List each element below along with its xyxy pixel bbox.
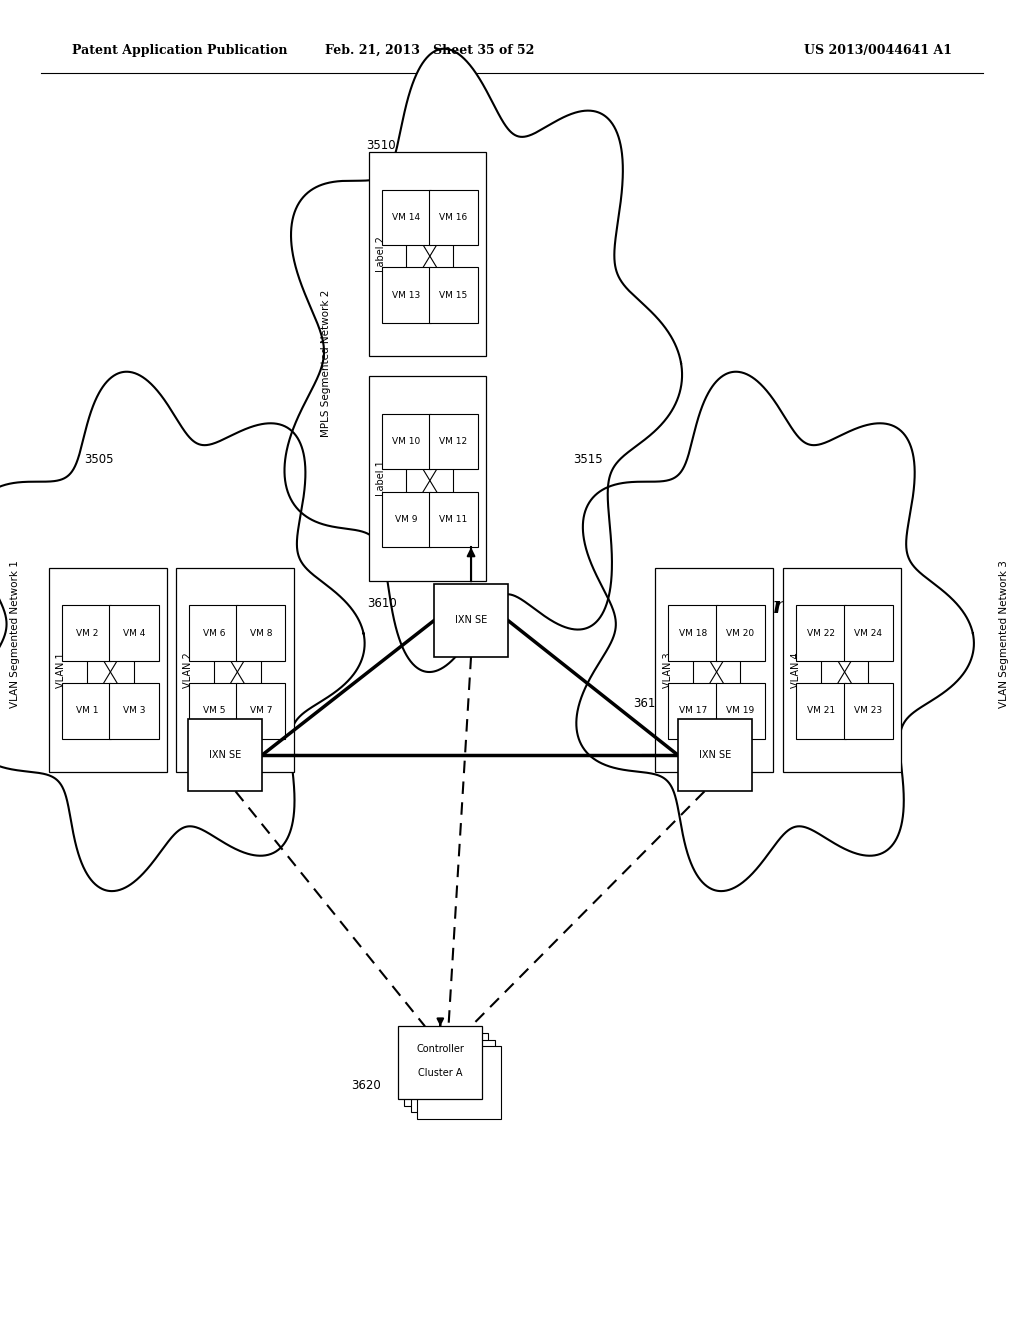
Text: VM 7: VM 7 xyxy=(250,706,272,715)
FancyBboxPatch shape xyxy=(382,190,431,246)
Text: Cluster A: Cluster A xyxy=(418,1068,463,1078)
FancyBboxPatch shape xyxy=(716,684,765,739)
Text: IXN SE: IXN SE xyxy=(209,750,242,760)
Text: IXN SE: IXN SE xyxy=(698,750,731,760)
Text: VM 6: VM 6 xyxy=(203,628,225,638)
Text: VLAN 3: VLAN 3 xyxy=(663,652,673,688)
FancyBboxPatch shape xyxy=(369,152,486,356)
FancyBboxPatch shape xyxy=(369,376,486,581)
Text: VLAN 4: VLAN 4 xyxy=(791,652,801,688)
Text: VM 1: VM 1 xyxy=(76,706,98,715)
FancyBboxPatch shape xyxy=(62,606,112,661)
Text: Patent Application Publication: Patent Application Publication xyxy=(72,44,287,57)
FancyBboxPatch shape xyxy=(655,568,773,772)
Text: 3615: 3615 xyxy=(633,697,664,710)
FancyBboxPatch shape xyxy=(678,718,752,792)
FancyBboxPatch shape xyxy=(429,414,478,470)
Text: Label 2: Label 2 xyxy=(376,236,386,272)
Text: VM 22: VM 22 xyxy=(807,628,835,638)
Text: VM 19: VM 19 xyxy=(726,706,755,715)
Text: VM 9: VM 9 xyxy=(395,515,418,524)
Text: VM 3: VM 3 xyxy=(123,706,145,715)
Text: 3505: 3505 xyxy=(84,453,114,466)
Text: IXN SE: IXN SE xyxy=(455,615,487,626)
FancyBboxPatch shape xyxy=(398,1027,482,1098)
Text: VM 16: VM 16 xyxy=(439,213,468,222)
Text: VM 18: VM 18 xyxy=(679,628,708,638)
Text: VLAN 2: VLAN 2 xyxy=(183,652,194,688)
FancyBboxPatch shape xyxy=(844,606,893,661)
Text: MPLS Segmented Network 2: MPLS Segmented Network 2 xyxy=(321,289,331,437)
Text: 3515: 3515 xyxy=(573,453,603,466)
Text: VLAN 1: VLAN 1 xyxy=(56,652,67,688)
FancyBboxPatch shape xyxy=(237,684,286,739)
Text: VM 2: VM 2 xyxy=(76,628,98,638)
Text: Controller: Controller xyxy=(417,1044,464,1055)
FancyBboxPatch shape xyxy=(382,267,431,323)
FancyBboxPatch shape xyxy=(411,1040,495,1111)
FancyBboxPatch shape xyxy=(404,1032,488,1106)
FancyBboxPatch shape xyxy=(110,606,159,661)
Polygon shape xyxy=(577,372,974,891)
Text: VM 4: VM 4 xyxy=(123,628,145,638)
FancyBboxPatch shape xyxy=(110,684,159,739)
Text: Feb. 21, 2013   Sheet 35 of 52: Feb. 21, 2013 Sheet 35 of 52 xyxy=(326,44,535,57)
Text: 3620: 3620 xyxy=(351,1078,381,1092)
Text: VM 23: VM 23 xyxy=(854,706,883,715)
Text: VM 13: VM 13 xyxy=(392,290,421,300)
FancyBboxPatch shape xyxy=(176,568,294,772)
Text: VM 20: VM 20 xyxy=(726,628,755,638)
FancyBboxPatch shape xyxy=(669,606,718,661)
Text: VM 14: VM 14 xyxy=(392,213,421,222)
FancyBboxPatch shape xyxy=(188,718,262,792)
Text: 3605: 3605 xyxy=(185,697,214,710)
FancyBboxPatch shape xyxy=(382,414,431,470)
FancyBboxPatch shape xyxy=(797,606,846,661)
Text: VM 24: VM 24 xyxy=(854,628,882,638)
Text: Label 1: Label 1 xyxy=(376,461,386,496)
Polygon shape xyxy=(0,372,365,891)
FancyBboxPatch shape xyxy=(237,606,286,661)
FancyBboxPatch shape xyxy=(382,491,431,546)
FancyBboxPatch shape xyxy=(49,568,167,772)
FancyBboxPatch shape xyxy=(429,190,478,246)
FancyBboxPatch shape xyxy=(62,684,112,739)
Polygon shape xyxy=(285,49,682,672)
FancyBboxPatch shape xyxy=(417,1045,501,1118)
Text: 3610: 3610 xyxy=(368,597,397,610)
Text: VM 11: VM 11 xyxy=(439,515,468,524)
Text: VM 5: VM 5 xyxy=(203,706,225,715)
Text: VM 21: VM 21 xyxy=(807,706,836,715)
FancyBboxPatch shape xyxy=(429,267,478,323)
FancyBboxPatch shape xyxy=(716,606,765,661)
FancyBboxPatch shape xyxy=(844,684,893,739)
Text: VM 17: VM 17 xyxy=(679,706,708,715)
FancyBboxPatch shape xyxy=(797,684,846,739)
Text: VLAN Segmented Network 1: VLAN Segmented Network 1 xyxy=(10,560,20,708)
FancyBboxPatch shape xyxy=(189,684,239,739)
Text: VLAN Segmented Network 3: VLAN Segmented Network 3 xyxy=(998,560,1009,708)
FancyBboxPatch shape xyxy=(669,684,718,739)
Text: US 2013/0044641 A1: US 2013/0044641 A1 xyxy=(804,44,952,57)
FancyBboxPatch shape xyxy=(189,606,239,661)
FancyBboxPatch shape xyxy=(783,568,901,772)
Text: 3510: 3510 xyxy=(367,139,396,152)
Text: VM 8: VM 8 xyxy=(250,628,272,638)
Text: VM 10: VM 10 xyxy=(392,437,421,446)
FancyBboxPatch shape xyxy=(429,491,478,546)
FancyBboxPatch shape xyxy=(434,583,508,656)
Text: VM 12: VM 12 xyxy=(439,437,468,446)
Text: Figure 36: Figure 36 xyxy=(718,597,839,618)
Text: VM 15: VM 15 xyxy=(439,290,468,300)
